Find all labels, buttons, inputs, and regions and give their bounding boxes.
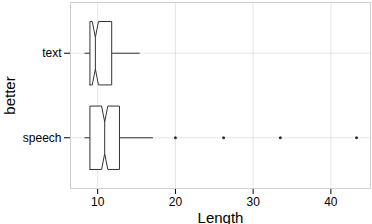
svg-text:30: 30: [246, 195, 260, 209]
svg-text:text: text: [42, 46, 62, 60]
svg-text:Length: Length: [198, 209, 244, 224]
svg-text:20: 20: [169, 195, 183, 209]
svg-text:better: better: [1, 76, 18, 114]
svg-text:speech: speech: [23, 131, 62, 145]
svg-text:10: 10: [91, 195, 105, 209]
svg-text:40: 40: [324, 195, 338, 209]
